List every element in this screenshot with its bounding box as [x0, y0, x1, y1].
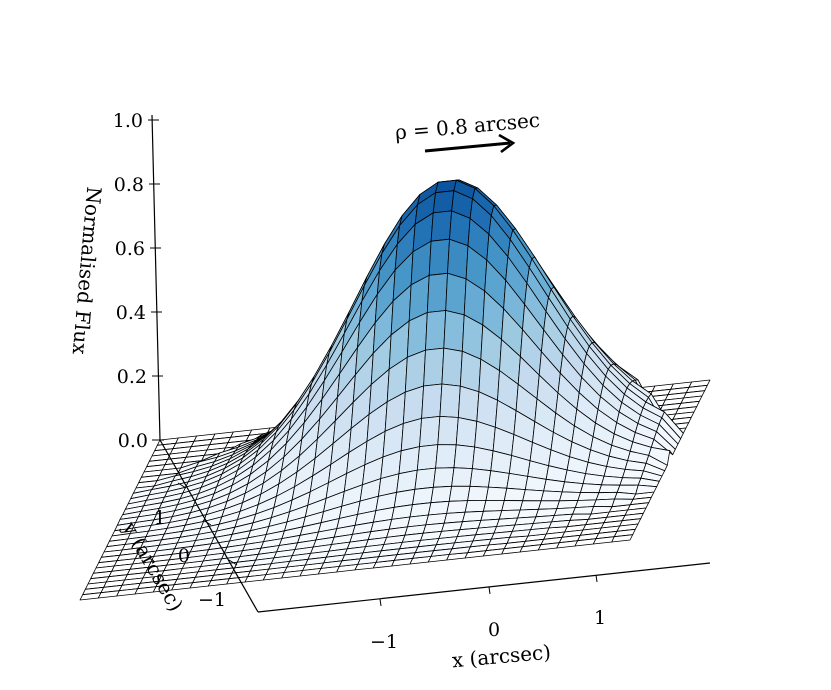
surface-cell	[543, 478, 565, 493]
surface-cell	[503, 487, 526, 502]
floor-cell	[611, 534, 634, 543]
surface-cell	[457, 385, 480, 422]
surface-cell	[453, 444, 476, 470]
surface-cell	[577, 492, 600, 501]
surface-cell	[524, 475, 547, 492]
surface-cell	[519, 500, 542, 511]
surface-cell	[614, 491, 637, 500]
surface-cell	[402, 385, 425, 424]
x-tick	[595, 574, 598, 583]
z-axis-line	[151, 114, 161, 441]
surface-cell	[427, 500, 450, 516]
x-tick-label: 1	[594, 607, 606, 629]
surface-cell	[441, 347, 463, 387]
surface-cell	[582, 473, 605, 486]
surface-cell	[506, 472, 529, 491]
surface-cell	[540, 490, 563, 502]
surface-cell	[622, 468, 644, 479]
surface-cell	[435, 444, 457, 469]
surface-cell	[419, 415, 441, 448]
surface-cell	[538, 500, 560, 510]
surface-cell	[446, 500, 469, 514]
y-tick	[228, 559, 238, 566]
surface-cell	[482, 499, 505, 512]
surface-cell	[430, 210, 453, 242]
surface-cell	[561, 481, 584, 493]
z-tick-label: 1.0	[113, 110, 143, 132]
surface-cell	[437, 415, 459, 446]
surface-cell	[548, 519, 571, 529]
x-axis-title: x (arcsec)	[451, 640, 552, 673]
z-tick-label: 0.4	[116, 302, 146, 324]
flux-surface	[114, 179, 687, 570]
surface-cell	[590, 506, 613, 515]
surface-cell	[428, 238, 450, 276]
x-tick	[379, 598, 382, 607]
z-tick-label: 0.8	[114, 174, 144, 196]
surface-cell	[432, 190, 455, 214]
surface-cell	[469, 468, 492, 488]
surface-cell	[430, 485, 453, 504]
surface-cell	[426, 272, 448, 313]
surface-cell	[396, 469, 418, 493]
surface-cell	[601, 475, 623, 486]
surface-cell	[423, 347, 445, 387]
z-tick-label: 0.2	[117, 366, 147, 388]
surface-cell	[485, 486, 508, 501]
surface-cell	[412, 486, 434, 506]
aperture-annotation: ρ = 0.8 arcsec	[394, 108, 541, 154]
surface-cell	[400, 417, 423, 452]
arrow-shaft	[424, 141, 511, 153]
z-axis-title: Normalised Flux	[68, 186, 107, 357]
surface-cell	[414, 467, 437, 490]
surface-cell	[445, 272, 467, 316]
y-tick-label: −1	[198, 589, 226, 611]
surface-cell	[598, 484, 621, 494]
y-tick	[177, 482, 187, 489]
surface-cell	[455, 417, 478, 448]
surface-cell	[448, 546, 471, 555]
surface-cell	[611, 498, 634, 508]
surface-cell	[522, 489, 545, 502]
surface-cell	[559, 491, 581, 502]
surface-cell	[421, 383, 443, 419]
surface-cell	[580, 483, 602, 494]
surface-cell	[488, 536, 511, 546]
surface-cell	[398, 446, 420, 475]
surface-cell	[487, 470, 510, 489]
z-tick-label: 0.6	[115, 238, 145, 260]
x-tick-label: 0	[488, 619, 500, 641]
surface-cell	[448, 485, 471, 502]
arrow-head	[498, 133, 516, 154]
y-tick-label: 1	[154, 507, 166, 529]
x-axis-line	[257, 562, 711, 613]
surface-cell	[416, 444, 439, 471]
surface-cell	[569, 513, 592, 521]
surface-cell	[464, 499, 487, 513]
surface-cell	[425, 310, 447, 351]
aperture-label: ρ = 0.8 arcsec	[394, 108, 541, 145]
surface-cell	[527, 527, 550, 537]
surface-cell	[447, 238, 469, 280]
surface-cell	[635, 484, 658, 495]
surface-cell	[439, 383, 461, 418]
surface-cell	[467, 485, 489, 502]
surface-cell	[443, 310, 465, 352]
surface-cell	[451, 467, 473, 487]
x-tick-label: −1	[370, 631, 398, 653]
z-tick-label: 0.0	[118, 430, 148, 452]
y-tick-label: 0	[178, 545, 190, 567]
x-tick	[488, 586, 491, 595]
surface-cell	[432, 467, 455, 488]
surface-cell	[619, 477, 642, 486]
surface-cell	[471, 446, 494, 472]
y-axis-line	[159, 439, 259, 613]
y-tick	[202, 519, 212, 526]
surface-cell	[501, 500, 524, 512]
surface-cell	[572, 506, 594, 515]
surface-cell	[593, 498, 615, 508]
